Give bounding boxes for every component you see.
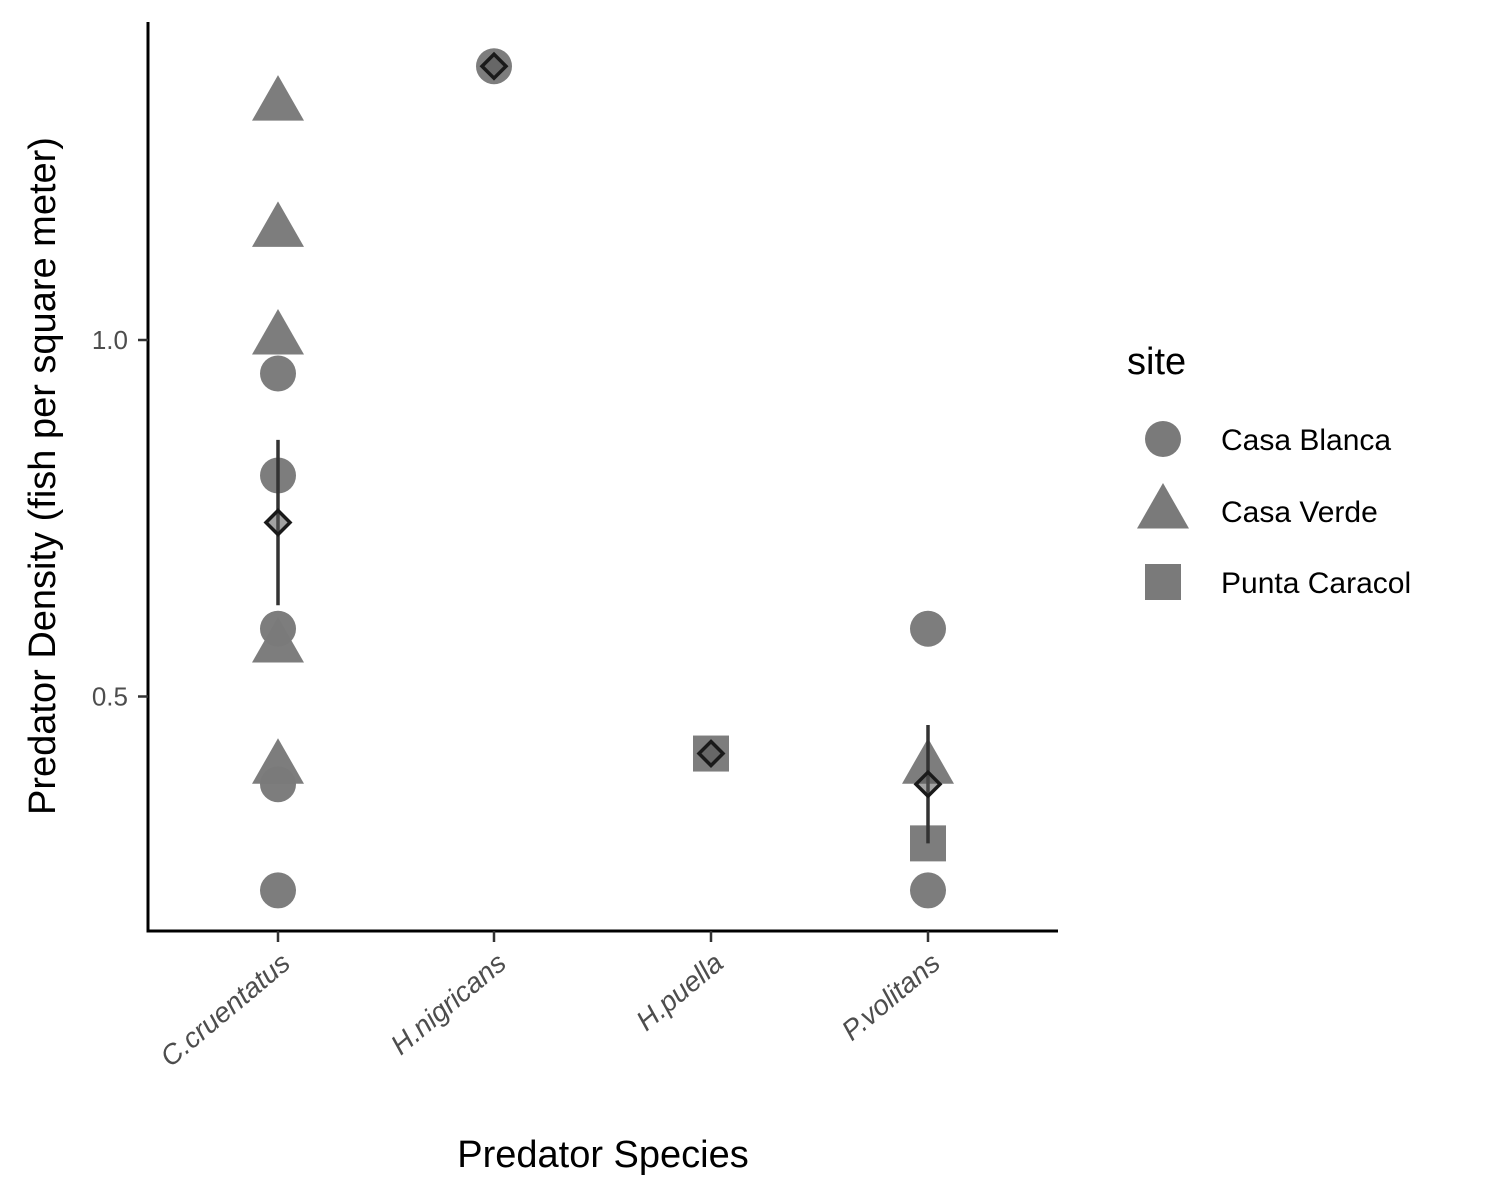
data-point-triangle (252, 309, 304, 355)
data-point-circle (260, 872, 296, 909)
legend-label: Casa Blanca (1221, 424, 1391, 457)
legend: site Casa Blanca Casa Verde Punta Caracol (1127, 341, 1411, 600)
x-tick-label: P.volitans (836, 947, 946, 1046)
data-points (252, 48, 954, 909)
legend-item: Punta Caracol (1145, 564, 1411, 600)
y-axis-title: Predator Density (fish per square meter) (22, 137, 64, 815)
legend-title: site (1127, 341, 1186, 383)
legend-key-triangle (1137, 483, 1189, 529)
mean-marker (479, 51, 509, 81)
data-point-circle (910, 872, 946, 909)
y-tick-label: 0.5 (92, 682, 128, 712)
x-tick-label: H.nigricans (385, 947, 512, 1061)
x-axis-ticks: C.cruentatus H.nigricans H.puella P.volitan… (154, 931, 946, 1073)
x-tick-label: H.puella (630, 947, 729, 1037)
data-point-triangle (252, 75, 304, 121)
legend-label: Casa Verde (1221, 496, 1378, 529)
data-point-triangle (252, 201, 304, 247)
data-point-triangle (252, 617, 304, 663)
legend-label: Punta Caracol (1221, 567, 1411, 600)
x-axis-title: Predator Species (457, 1134, 749, 1176)
legend-key-square (1145, 564, 1181, 600)
mean-marker (696, 739, 726, 769)
x-tick-label: C.cruentatus (154, 947, 296, 1073)
data-point-circle (260, 355, 296, 392)
data-point-circle (910, 610, 946, 647)
legend-key-circle (1145, 421, 1181, 457)
mean-marker (913, 769, 943, 799)
legend-entries: Casa Blanca Casa Verde Punta Caracol (1137, 421, 1411, 600)
y-axis-ticks: 0.5 1.0 (92, 325, 148, 712)
data-point-triangle (252, 738, 304, 784)
legend-item: Casa Verde (1137, 483, 1378, 529)
mean-marker (263, 508, 293, 538)
legend-item: Casa Blanca (1145, 421, 1391, 457)
y-tick-label: 1.0 (92, 325, 128, 355)
summary-markers (263, 51, 943, 844)
